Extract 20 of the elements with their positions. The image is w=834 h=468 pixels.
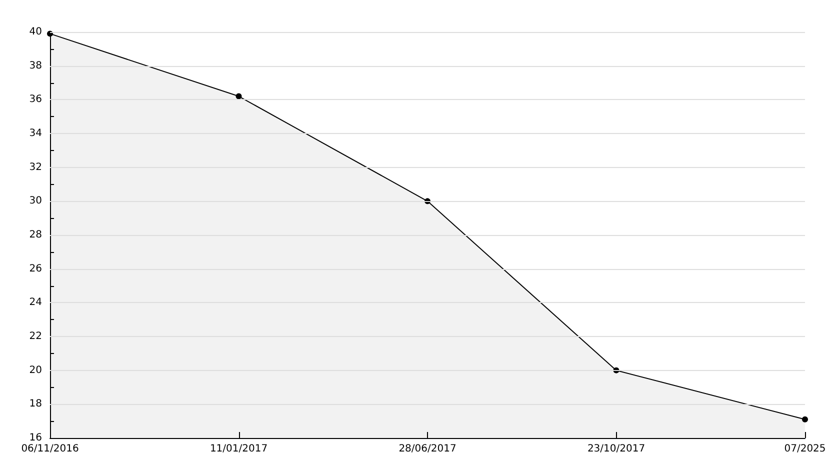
y-tick-label: 34 [29, 128, 42, 139]
point [802, 416, 808, 422]
y-tick-label: 36 [29, 94, 42, 106]
y-tick-label: 16 [29, 432, 42, 444]
y-tick-label: 20 [29, 364, 42, 376]
y-tick-label: 24 [29, 297, 42, 308]
y-tick-label: 40 [29, 26, 42, 38]
y-tick-label: 18 [29, 398, 42, 410]
x-tick-label: 28/06/2017 [398, 444, 456, 454]
y-tick-label: 22 [29, 331, 42, 342]
y-tick-label: 32 [29, 162, 42, 173]
y-tick-label: 30 [29, 196, 42, 207]
point [236, 93, 242, 100]
x-tick-label: 11/01/2017 [210, 444, 268, 454]
y-tick-label: 28 [29, 230, 42, 240]
y-tick-label: 38 [29, 60, 42, 72]
x-tick-label: 07/2025 [784, 444, 826, 454]
x-tick-label: 23/10/2017 [587, 444, 646, 454]
x-tick-label: 06/11/2016 [21, 444, 79, 454]
y-tick-label: 26 [29, 263, 42, 274]
